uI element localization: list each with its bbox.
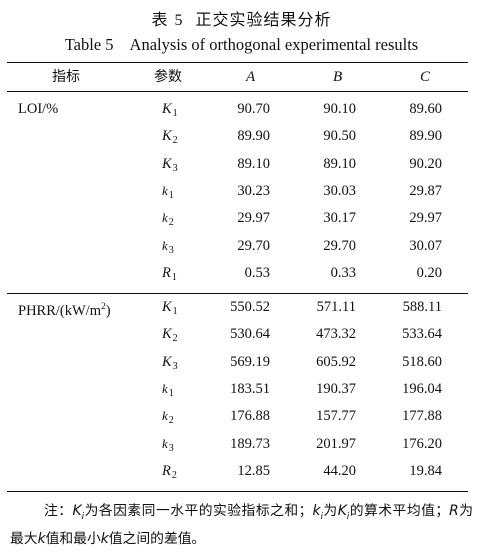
value-cell-a: 29.70 (237, 238, 270, 254)
value-cell-b: 30.17 (323, 210, 356, 226)
caption-title-en: Analysis of orthogonal experimental resu… (129, 35, 419, 54)
value-cell-a: 530.64 (230, 326, 270, 342)
table-bottom-rule (7, 491, 468, 492)
parameter-symbol: k2 (162, 210, 174, 228)
value-cell-b: 605.92 (316, 354, 356, 370)
indicator-label: PHRR/(kW/m2) (18, 302, 111, 319)
parameter-symbol: k1 (162, 381, 174, 399)
table-caption-cn: 表 5 正交实验结果分析 (0, 12, 483, 29)
value-cell-b: 473.32 (316, 326, 356, 342)
value-cell-c: 89.60 (409, 101, 442, 117)
parameter-symbol: K2 (162, 128, 178, 146)
value-cell-b: 90.50 (323, 128, 356, 144)
value-cell-a: 90.70 (237, 101, 270, 117)
value-cell-a: 189.73 (230, 436, 270, 452)
value-cell-a: 89.90 (237, 128, 270, 144)
parameter-symbol: k1 (162, 183, 174, 201)
caption-label-en: Table 5 (64, 35, 114, 54)
value-cell-b: 89.10 (323, 156, 356, 172)
value-cell-c: 19.84 (409, 463, 442, 479)
parameter-symbol: K3 (162, 156, 178, 174)
value-cell-c: 176.20 (402, 436, 442, 452)
indicator-label: LOI/% (18, 101, 59, 117)
value-cell-a: 89.10 (237, 156, 270, 172)
value-cell-c: 29.97 (409, 210, 442, 226)
table-caption-en: Table 5 Analysis of orthogonal experiment… (0, 35, 483, 54)
value-cell-c: 0.20 (416, 265, 442, 281)
value-cell-c: 533.64 (402, 326, 442, 342)
value-cell-c: 196.04 (402, 381, 442, 397)
value-cell-a: 12.85 (237, 463, 270, 479)
value-cell-a: 183.51 (230, 381, 270, 397)
value-cell-b: 157.77 (316, 408, 356, 424)
value-cell-c: 90.20 (409, 156, 442, 172)
value-cell-c: 518.60 (402, 354, 442, 370)
value-cell-a: 176.88 (230, 408, 270, 424)
value-cell-b: 29.70 (323, 238, 356, 254)
parameter-symbol: k3 (162, 436, 174, 454)
parameter-symbol: K2 (162, 326, 178, 344)
value-cell-a: 30.23 (237, 183, 270, 199)
value-cell-b: 90.10 (323, 101, 356, 117)
value-cell-c: 177.88 (402, 408, 442, 424)
value-cell-b: 30.03 (323, 183, 356, 199)
table-note: 注：Ki为各因素同一水平的实验指标之和；ki为Ki的算术平均值；R为最大k值和最… (10, 503, 474, 547)
parameter-symbol: k3 (162, 238, 174, 256)
value-cell-a: 29.97 (237, 210, 270, 226)
value-cell-b: 201.97 (316, 436, 356, 452)
value-cell-c: 29.87 (409, 183, 442, 199)
caption-title-cn: 正交实验结果分析 (195, 10, 332, 29)
parameter-symbol: R2 (162, 463, 177, 481)
table-group-rule (7, 293, 468, 294)
parameter-symbol: K3 (162, 354, 178, 372)
value-cell-a: 550.52 (230, 299, 270, 315)
value-cell-a: 569.19 (230, 354, 270, 370)
parameter-symbol: R1 (162, 265, 177, 283)
value-cell-a: 0.53 (244, 265, 270, 281)
header-indicator: 指标 (52, 69, 80, 85)
header-col-b: B (333, 69, 343, 85)
caption-number: 5 (174, 12, 184, 29)
value-cell-b: 44.20 (323, 463, 356, 479)
header-parameter: 参数 (154, 69, 182, 85)
parameter-symbol: K1 (162, 101, 178, 119)
value-cell-b: 571.11 (316, 299, 356, 315)
parameter-symbol: K1 (162, 299, 178, 317)
header-col-c: C (420, 69, 431, 85)
caption-prefix: 表 (151, 10, 169, 29)
value-cell-c: 30.07 (409, 238, 442, 254)
table-top-rule (7, 62, 468, 63)
parameter-symbol: k2 (162, 408, 174, 426)
value-cell-b: 0.33 (330, 265, 356, 281)
header-col-a: A (246, 69, 256, 85)
value-cell-b: 190.37 (316, 381, 356, 397)
value-cell-c: 89.90 (409, 128, 442, 144)
value-cell-c: 588.11 (402, 299, 442, 315)
table-header-rule (7, 91, 468, 92)
